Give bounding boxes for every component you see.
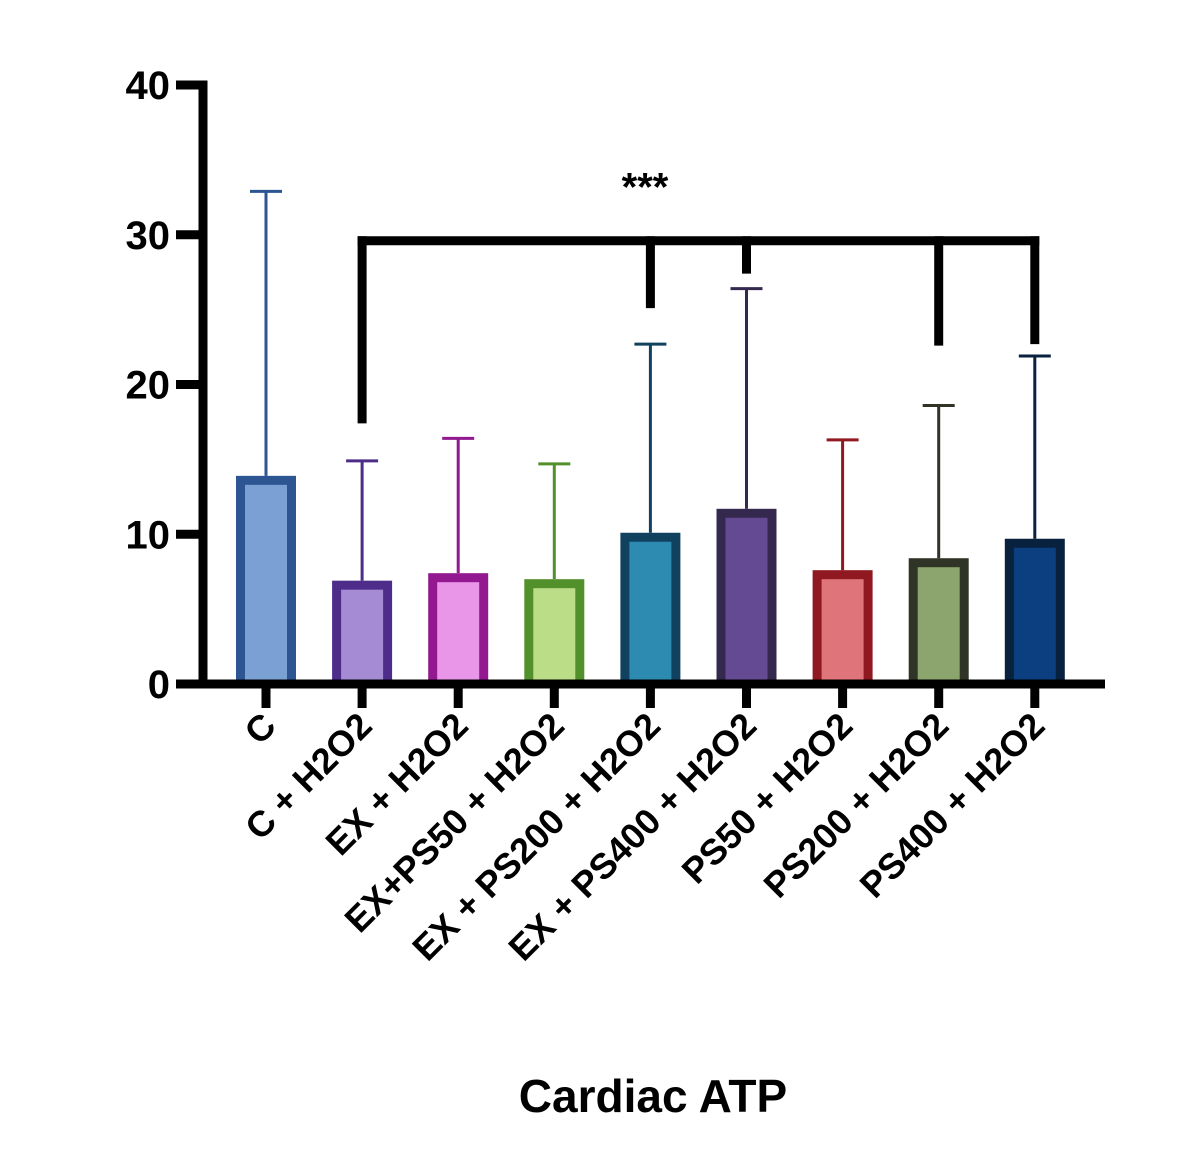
significance-bracket xyxy=(357,236,1040,424)
bar xyxy=(236,475,296,689)
y-tick-label: 20 xyxy=(126,364,171,408)
y-tick-label: 30 xyxy=(126,214,171,258)
y-tick-label: 0 xyxy=(148,663,170,707)
bar xyxy=(620,532,681,689)
bar xyxy=(812,570,873,689)
bar xyxy=(1004,538,1065,689)
x-tick-label: C xyxy=(236,705,283,752)
bar xyxy=(332,580,393,689)
x-axis-title: Cardiac ATP xyxy=(519,1070,787,1122)
y-tick-label: 10 xyxy=(126,513,171,557)
significance-label: *** xyxy=(622,166,669,210)
bar xyxy=(908,558,969,689)
error-bars-layer xyxy=(250,189,1051,581)
bar xyxy=(428,573,489,689)
x-tick-label: PS50 + H2O2 xyxy=(673,705,860,892)
y-tick-label: 40 xyxy=(126,64,171,108)
bar xyxy=(716,508,777,689)
y-axis-ticks: 0 10 20 30 40 xyxy=(126,64,203,707)
bar xyxy=(524,579,585,689)
